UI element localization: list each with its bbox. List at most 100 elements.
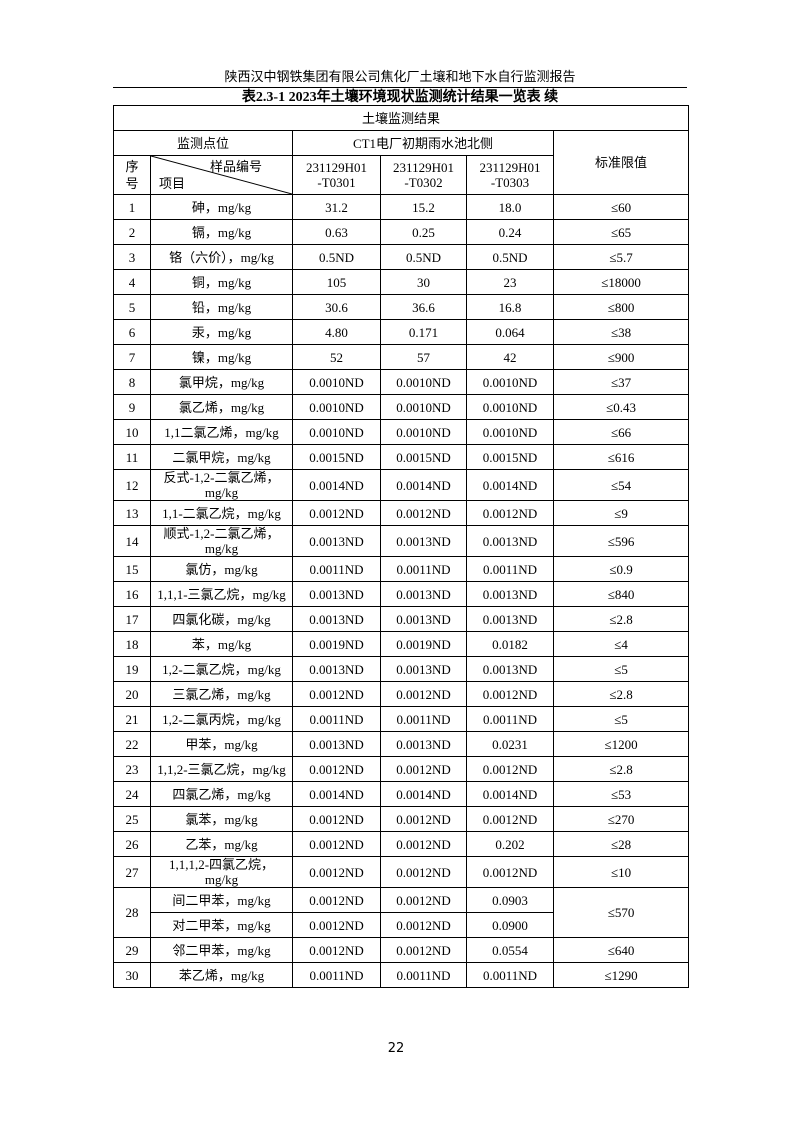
data-row: 15 氯仿，mg/kg 0.0011ND 0.0011ND 0.0011ND ≤0.9 [113, 556, 690, 582]
data-row: 16 1,1,1-三氯乙烷，mg/kg 0.0013ND 0.0013ND 0.0013… [113, 581, 690, 607]
value: 0.0011ND [466, 962, 554, 988]
row-number: 6 [113, 319, 151, 345]
value: 0.0012ND [380, 912, 467, 938]
value: 0.0014ND [380, 781, 467, 807]
value: 0.0012ND [380, 831, 467, 857]
limit: ≤2.8 [552, 756, 690, 782]
value: 0.0013ND [292, 525, 381, 557]
value: 0.0014ND [292, 781, 381, 807]
row-number: 11 [113, 444, 151, 470]
report-header: 陕西汉中钢铁集团有限公司焦化厂土壤和地下水自行监测报告 [113, 66, 687, 88]
data-row: 18 苯，mg/kg 0.0019ND 0.0019ND 0.0182 ≤4 [113, 631, 690, 657]
item: 四氯乙烯，mg/kg [150, 781, 293, 807]
row-number: 19 [113, 656, 151, 682]
data-row: 21 1,2-二氯丙烷，mg/kg 0.0011ND 0.0011ND 0.0011ND… [113, 706, 690, 732]
no-label: 序号 [125, 159, 139, 191]
value: 0.0903 [466, 887, 554, 913]
limit: ≤1200 [552, 731, 690, 757]
value: 0.0012ND [292, 887, 381, 913]
value: 0.0012ND [466, 856, 554, 888]
value: 0.0011ND [380, 556, 467, 582]
data-row: 17 四氯化碳，mg/kg 0.0013ND 0.0013ND 0.0013ND ≤2.8 [113, 606, 690, 632]
value: 0.0010ND [380, 394, 467, 420]
item: 1,1,1-三氯乙烷，mg/kg [150, 581, 293, 607]
data-row: 13 1,1-二氯乙烷，mg/kg 0.0012ND 0.0012ND 0.0012ND… [113, 500, 690, 526]
no-label-cell: 序号 [113, 155, 151, 195]
row-number: 21 [113, 706, 151, 732]
value: 0.202 [466, 831, 554, 857]
value: 0.0012ND [380, 756, 467, 782]
limit: ≤5 [552, 656, 690, 682]
value: 0.0012ND [380, 937, 467, 963]
limit: ≤66 [552, 419, 690, 445]
value: 0.0010ND [380, 419, 467, 445]
row-number: 7 [113, 344, 151, 370]
data-row: 14 顺式-1,2-二氯乙烯，mg/kg 0.0013ND 0.0013ND 0.001… [113, 525, 690, 557]
value: 0.0010ND [466, 394, 554, 420]
item: 对二甲苯，mg/kg [150, 912, 293, 938]
limit: ≤270 [552, 806, 690, 832]
item: 铬（六价），mg/kg [150, 244, 293, 270]
value: 0.0012ND [380, 806, 467, 832]
value: 0.0015ND [466, 444, 554, 470]
value: 0.0013ND [292, 606, 381, 632]
value: 0.0010ND [466, 369, 554, 395]
value: 0.0012ND [292, 681, 381, 707]
value: 0.064 [466, 319, 554, 345]
data-row: 2 镉，mg/kg 0.63 0.25 0.24 ≤65 [113, 219, 690, 245]
site-row: 监测点位 CT1电厂初期雨水池北侧 标准限值 [113, 130, 690, 195]
item: 氯苯，mg/kg [150, 806, 293, 832]
value: 0.0012ND [380, 856, 467, 888]
limit: ≤0.9 [552, 556, 690, 582]
caption-row: 土壤监测结果 [112, 105, 690, 131]
data-table: 土壤监测结果 监测点位 CT1电厂初期雨水池北侧 标准限值 序号 样品编号 项目… [112, 105, 690, 988]
item: 顺式-1,2-二氯乙烯，mg/kg [150, 525, 293, 557]
value: 18.0 [466, 194, 554, 220]
value: 0.0010ND [292, 394, 381, 420]
site: CT1电厂初期雨水池北侧 [292, 130, 554, 156]
row-number: 8 [113, 369, 151, 395]
row-number: 23 [113, 756, 151, 782]
data-row: 3 铬（六价），mg/kg 0.5ND 0.5ND 0.5ND ≤5.7 [113, 244, 690, 270]
value: 0.63 [292, 219, 381, 245]
data-row: 26 乙苯，mg/kg 0.0012ND 0.0012ND 0.202 ≤28 [113, 831, 690, 857]
value: 0.0012ND [466, 500, 554, 526]
value: 0.0012ND [292, 937, 381, 963]
item: 镉，mg/kg [150, 219, 293, 245]
row-number: 5 [113, 294, 151, 320]
value: 57 [380, 344, 467, 370]
value: 0.0231 [466, 731, 554, 757]
row-number: 4 [113, 269, 151, 295]
value: 0.0013ND [380, 656, 467, 682]
value: 0.0012ND [292, 831, 381, 857]
value: 0.0013ND [466, 656, 554, 682]
data-row: 12 反式-1,2-二氯乙烯，mg/kg 0.0014ND 0.0014ND 0.001… [113, 469, 690, 501]
limit: ≤53 [552, 781, 690, 807]
value: 0.0012ND [380, 887, 467, 913]
value: 0.0015ND [380, 444, 467, 470]
row-number: 18 [113, 631, 151, 657]
value: 0.0013ND [380, 581, 467, 607]
data-row: 4 铜，mg/kg 105 30 23 ≤18000 [113, 269, 690, 295]
value: 0.0012ND [292, 912, 381, 938]
row-number: 14 [113, 525, 151, 557]
data-row: 5 铅，mg/kg 30.6 36.6 16.8 ≤800 [113, 294, 690, 320]
caption: 土壤监测结果 [112, 105, 690, 131]
value: 0.0012ND [380, 681, 467, 707]
value: 0.171 [380, 319, 467, 345]
value: 0.0011ND [380, 706, 467, 732]
row-number: 24 [113, 781, 151, 807]
value: 0.0013ND [466, 606, 554, 632]
row-number: 28 [113, 887, 151, 938]
value: 0.0554 [466, 937, 554, 963]
limit: ≤640 [552, 937, 690, 963]
item: 1,2-二氯乙烷，mg/kg [150, 656, 293, 682]
limit: ≤570 [552, 887, 690, 938]
value: 0.0011ND [466, 706, 554, 732]
data-row: 7 镍，mg/kg 52 57 42 ≤900 [113, 344, 690, 370]
value: 0.0013ND [292, 581, 381, 607]
item: 氯甲烷，mg/kg [150, 369, 293, 395]
limit: ≤18000 [552, 269, 690, 295]
value: 42 [466, 344, 554, 370]
